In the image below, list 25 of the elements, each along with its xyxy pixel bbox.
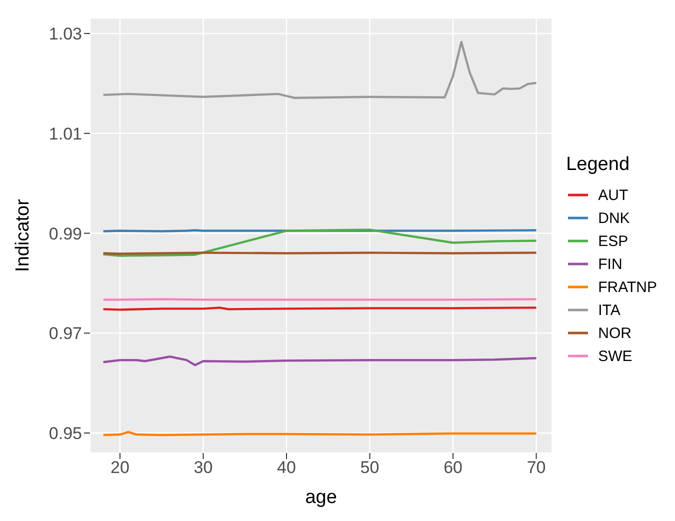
line-series — [102, 228, 538, 257]
x-axis-title: age — [305, 487, 337, 508]
legend-label: NOR — [598, 324, 632, 342]
x-tick-label: 20 — [110, 458, 130, 478]
legend-label: FRATNP — [598, 278, 657, 296]
x-tick-label: 60 — [444, 458, 462, 478]
x-tick-label: 70 — [526, 458, 546, 478]
legend-label: FIN — [598, 256, 622, 272]
line-series — [102, 40, 538, 100]
y-tick-label: 1.01 — [48, 124, 82, 144]
legend-title: Legend — [566, 154, 631, 176]
legend-label: DNK — [598, 210, 630, 226]
y-tick-label: 0.99 — [48, 224, 82, 244]
line-series — [102, 356, 538, 366]
legend-label: ESP — [598, 232, 628, 250]
legend-label: AUT — [598, 186, 628, 204]
y-tick-label: 0.95 — [48, 424, 82, 444]
y-axis-title: Indicator — [12, 198, 34, 272]
x-tick-label: 30 — [194, 458, 213, 478]
legend-label: ITA — [598, 302, 620, 318]
y-tick-label: 0.97 — [48, 324, 82, 344]
x-tick-label: 50 — [360, 458, 380, 478]
legend-label: SWE — [598, 348, 632, 364]
y-tick-label: 1.03 — [48, 24, 82, 44]
x-tick-label: 40 — [277, 458, 296, 478]
